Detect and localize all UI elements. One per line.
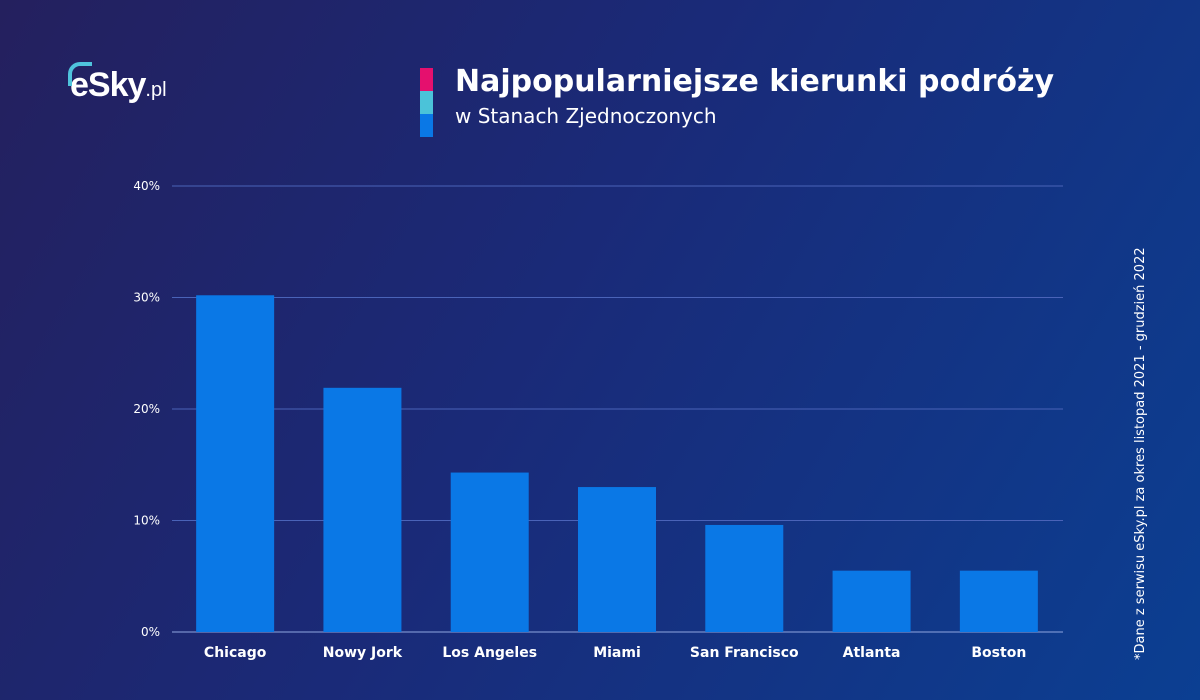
x-tick-label: Boston [971,645,1026,661]
esky-logo: eSky.pl [68,62,167,105]
y-tick-label: 0% [141,625,160,639]
bar-chicago [196,295,275,632]
x-tick-label: Miami [593,645,641,661]
x-tick-label: Chicago [204,645,267,661]
x-tick-label: Los Angeles [442,645,537,661]
bar-miami [578,487,656,632]
accent-cyan [420,91,433,114]
bar-boston [959,570,1038,632]
x-tick-label: Nowy Jork [323,645,403,661]
y-tick-label: 30% [133,291,160,305]
title-accent-bar [420,68,433,137]
bar-nowy-jork [323,387,402,632]
bar-atlanta [832,570,911,632]
chart-subtitle: w Stanach Zjednoczonych [455,104,717,128]
bar-san-francisco [705,524,784,632]
y-tick-label: 10% [133,514,160,528]
bar-los-angeles [450,472,529,632]
y-tick-label: 40% [133,179,160,193]
y-tick-label: 20% [133,402,160,416]
x-tick-label: Atlanta [843,645,901,661]
chart-title: Najpopularniejsze kierunki podróży [455,64,1055,99]
x-tick-label: San Francisco [690,645,799,661]
accent-blue [420,114,433,137]
accent-pink [420,68,433,91]
